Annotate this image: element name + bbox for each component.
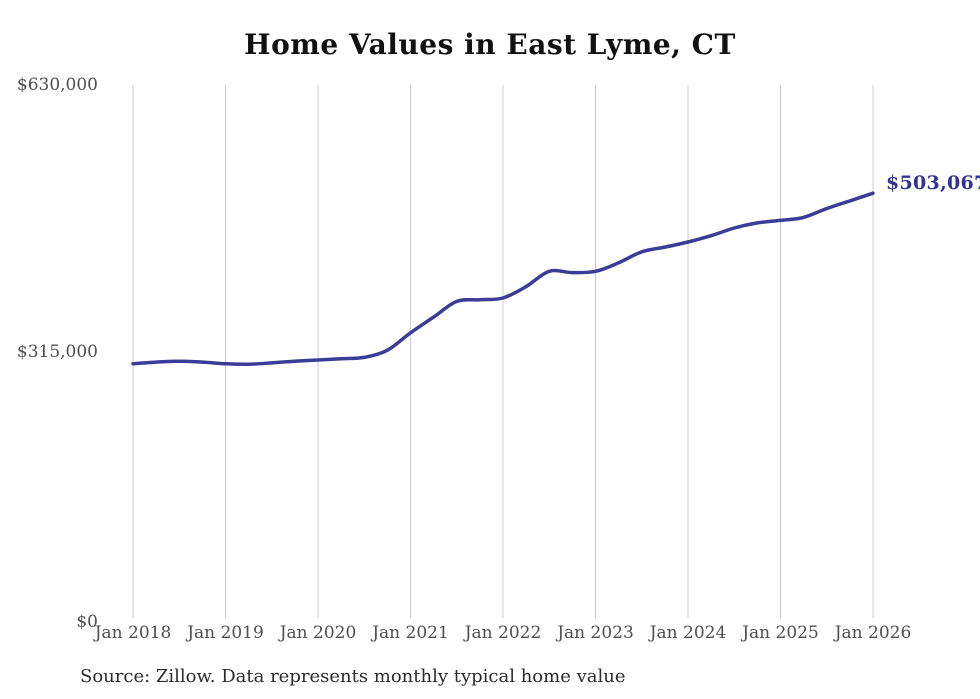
y-axis-tick-label-middle: $315,000	[16, 342, 98, 362]
x-axis-tick-label: Jan 2019	[187, 623, 264, 643]
home-value-line	[131, 191, 875, 366]
x-axis-tick-label: Jan 2023	[557, 623, 634, 643]
x-axis-tick-label: Jan 2018	[94, 623, 172, 643]
x-axis-tick-label: Jan 2020	[279, 623, 357, 643]
x-axis-tick-label: Jan 2026	[834, 623, 912, 643]
x-axis-tick-label: Jan 2021	[372, 623, 449, 643]
x-axis-tick-label: Jan 2022	[464, 623, 542, 643]
x-axis-tick-label: Jan 2024	[649, 623, 727, 643]
source-note: Source: Zillow. Data represents monthly …	[80, 666, 626, 687]
x-axis-tick-label: Jan 2025	[742, 623, 819, 643]
series-end-value-label: $503,067	[886, 172, 980, 194]
y-axis-tick-label-zero: $0	[76, 612, 98, 632]
chart-title: Home Values in East Lyme, CT	[244, 28, 736, 61]
y-axis-tick-label-top: $630,000	[16, 75, 98, 95]
